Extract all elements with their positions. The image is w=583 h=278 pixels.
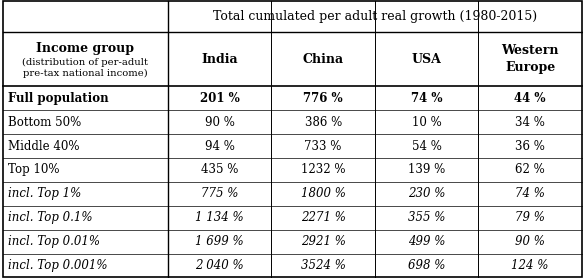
Text: 62 %: 62 % [515, 163, 545, 177]
Text: 698 %: 698 % [408, 259, 445, 272]
Text: 1232 %: 1232 % [301, 163, 345, 177]
Text: 355 %: 355 % [408, 211, 445, 224]
Text: 1 699 %: 1 699 % [195, 235, 244, 248]
Text: 775 %: 775 % [201, 187, 238, 200]
Text: 435 %: 435 % [201, 163, 238, 177]
Text: incl. Top 0.001%: incl. Top 0.001% [8, 259, 107, 272]
Text: Western
Europe: Western Europe [501, 44, 559, 75]
Text: incl. Top 0.1%: incl. Top 0.1% [8, 211, 92, 224]
Text: 230 %: 230 % [408, 187, 445, 200]
Text: Middle 40%: Middle 40% [8, 140, 79, 153]
Text: 139 %: 139 % [408, 163, 445, 177]
Text: incl. Top 1%: incl. Top 1% [8, 187, 81, 200]
Text: 36 %: 36 % [515, 140, 545, 153]
Text: 90 %: 90 % [515, 235, 545, 248]
Text: 94 %: 94 % [205, 140, 234, 153]
Text: Top 10%: Top 10% [8, 163, 59, 177]
Text: 44 %: 44 % [514, 92, 546, 105]
Text: 1800 %: 1800 % [301, 187, 346, 200]
Text: (distribution of per-adult
pre-tax national income): (distribution of per-adult pre-tax natio… [23, 58, 148, 78]
Text: Income group: Income group [36, 42, 135, 55]
Text: 90 %: 90 % [205, 116, 234, 129]
Text: 124 %: 124 % [511, 259, 549, 272]
Text: 54 %: 54 % [412, 140, 441, 153]
Text: USA: USA [412, 53, 441, 66]
Text: Bottom 50%: Bottom 50% [8, 116, 81, 129]
Text: 776 %: 776 % [303, 92, 343, 105]
Text: 386 %: 386 % [304, 116, 342, 129]
Text: Total cumulated per adult real growth (1980-2015): Total cumulated per adult real growth (1… [213, 10, 537, 23]
Text: 733 %: 733 % [304, 140, 342, 153]
Text: 74 %: 74 % [411, 92, 442, 105]
Text: 34 %: 34 % [515, 116, 545, 129]
Text: 201 %: 201 % [200, 92, 240, 105]
Text: 79 %: 79 % [515, 211, 545, 224]
Text: incl. Top 0.01%: incl. Top 0.01% [8, 235, 100, 248]
Text: 3524 %: 3524 % [301, 259, 346, 272]
Text: 74 %: 74 % [515, 187, 545, 200]
Text: China: China [303, 53, 344, 66]
Text: 499 %: 499 % [408, 235, 445, 248]
Text: 2 040 %: 2 040 % [195, 259, 244, 272]
Text: India: India [201, 53, 238, 66]
Text: 10 %: 10 % [412, 116, 441, 129]
Text: 2921 %: 2921 % [301, 235, 346, 248]
Text: 1 134 %: 1 134 % [195, 211, 244, 224]
Text: 2271 %: 2271 % [301, 211, 346, 224]
Text: Full population: Full population [8, 92, 108, 105]
